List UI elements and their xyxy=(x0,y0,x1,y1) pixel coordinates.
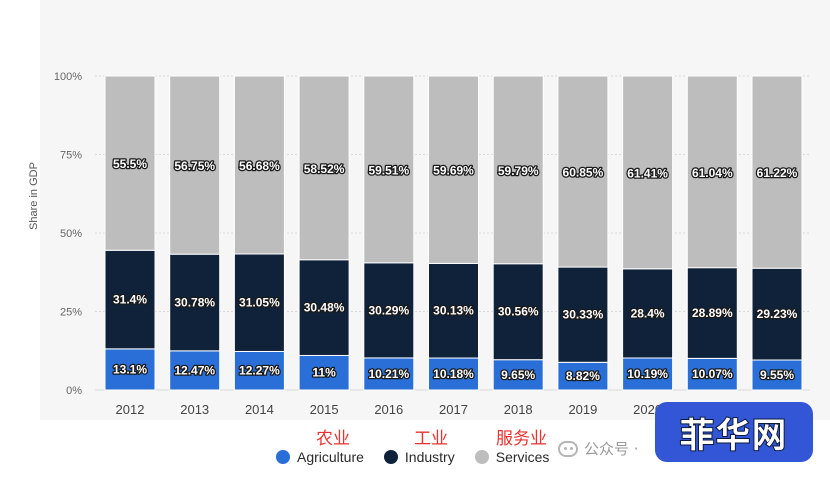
bar-segment-services[interactable] xyxy=(363,75,415,264)
data-label-industry: 28.4% xyxy=(631,306,665,320)
data-label-industry: 30.78% xyxy=(174,296,215,310)
data-label-industry: 29.23% xyxy=(757,307,798,321)
data-label-services: 55.5% xyxy=(113,157,147,171)
y-tick-label: 50% xyxy=(60,228,82,240)
legend-item-industry[interactable]: Industry xyxy=(383,449,455,465)
wechat-watermark: 公众号 · xyxy=(558,438,639,459)
data-label-agriculture: 12.27% xyxy=(239,364,280,378)
bar-segment-services[interactable] xyxy=(428,75,479,264)
bar-segment-services[interactable] xyxy=(298,75,350,261)
brand-name: 菲华网 xyxy=(679,415,788,457)
bar-segment-agriculture[interactable] xyxy=(298,354,350,391)
data-label-industry: 30.33% xyxy=(563,308,604,322)
data-label-industry: 28.89% xyxy=(692,306,733,320)
y-axis-label: Share in GDP xyxy=(28,162,40,230)
data-label-agriculture: 10.19% xyxy=(627,367,668,381)
bar-segment-industry[interactable] xyxy=(233,253,285,352)
x-tick-label: 2014 xyxy=(245,402,274,417)
data-label-services: 59.69% xyxy=(433,164,474,178)
data-label-agriculture: 8.82% xyxy=(566,369,600,383)
data-label-services: 59.79% xyxy=(498,164,539,178)
bar-segment-agriculture[interactable] xyxy=(492,359,544,391)
data-label-agriculture: 13.1% xyxy=(113,362,147,376)
y-axis-tick-labels: 0% 25% 50% 75% 100% xyxy=(54,71,82,397)
bar-segment-industry[interactable] xyxy=(104,249,156,350)
bar-segment-services[interactable] xyxy=(169,75,221,255)
legend-item-agriculture[interactable]: Agriculture xyxy=(276,449,364,465)
industry-dot-icon xyxy=(383,450,398,464)
watermark-account: 公众号 · xyxy=(584,440,639,458)
bar-segment-services[interactable] xyxy=(233,75,285,255)
legend-item-services[interactable]: Services xyxy=(474,449,550,465)
data-label-agriculture: 10.18% xyxy=(433,367,474,381)
x-tick-label: 2016 xyxy=(374,402,403,417)
data-label-industry: 30.13% xyxy=(433,304,474,318)
data-label-agriculture: 10.07% xyxy=(692,367,733,381)
bar-segment-services[interactable] xyxy=(104,75,156,251)
industry-cn-label: 工业 xyxy=(414,429,448,449)
bar-segment-industry[interactable] xyxy=(298,259,350,356)
bar-segment-industry[interactable] xyxy=(363,262,415,359)
bar-segment-industry[interactable] xyxy=(428,262,479,359)
agriculture-cn-label: 农业 xyxy=(316,429,350,449)
wechat-icon xyxy=(558,440,578,457)
bar-segment-agriculture[interactable] xyxy=(686,357,738,391)
bar-segment-agriculture[interactable] xyxy=(428,357,479,391)
bar-segment-industry[interactable] xyxy=(492,263,544,361)
bar-segment-services[interactable] xyxy=(492,75,544,265)
data-label-industry: 31.4% xyxy=(113,293,147,307)
data-label-services: 58.52% xyxy=(304,162,345,176)
x-tick-label: 2020 xyxy=(633,402,662,417)
x-tick-label: 2015 xyxy=(310,402,339,417)
bar-segment-industry[interactable] xyxy=(686,267,738,359)
bar-segment-agriculture[interactable] xyxy=(622,357,674,391)
data-label-services: 60.85% xyxy=(563,166,604,180)
data-label-industry: 31.05% xyxy=(239,296,280,310)
legend-label-agriculture: Agriculture xyxy=(297,449,364,465)
data-label-agriculture: 12.47% xyxy=(174,363,215,377)
agriculture-dot-icon xyxy=(276,450,290,464)
bar-segment-services[interactable] xyxy=(751,75,803,269)
y-tick-label: 0% xyxy=(66,385,82,397)
data-label-agriculture: 11% xyxy=(312,366,336,380)
data-label-agriculture: 9.55% xyxy=(760,368,794,382)
bar-segment-services[interactable] xyxy=(557,75,609,268)
data-label-agriculture: 10.21% xyxy=(368,367,409,381)
data-label-industry: 30.29% xyxy=(368,303,409,317)
bars-group: 13.1% 31.4% 55.5% 12.47% 30.78% 56.75% 12.27% 3… xyxy=(104,75,803,391)
services-dot-icon xyxy=(474,450,489,464)
data-label-services: 56.68% xyxy=(239,159,280,173)
legend-label-industry: Industry xyxy=(404,449,455,465)
data-label-services: 61.04% xyxy=(692,166,733,180)
data-label-industry: 30.48% xyxy=(304,301,345,315)
bar-segment-services[interactable] xyxy=(686,75,738,269)
bar-segment-industry[interactable] xyxy=(169,253,221,352)
bar-segment-industry[interactable] xyxy=(622,268,674,359)
x-tick-label: 2017 xyxy=(439,402,468,417)
x-tick-label: 2019 xyxy=(568,402,597,417)
data-label-industry: 30.56% xyxy=(498,305,539,319)
x-tick-label: 2012 xyxy=(116,402,145,417)
legend-label-services: Services xyxy=(495,449,550,465)
y-tick-label: 25% xyxy=(60,307,82,319)
x-tick-label: 2018 xyxy=(504,402,533,417)
data-label-agriculture: 9.65% xyxy=(501,368,535,382)
y-tick-label: 100% xyxy=(54,71,82,83)
services-cn-label: 服务业 xyxy=(496,429,547,449)
y-tick-label: 75% xyxy=(60,150,82,162)
data-label-services: 59.51% xyxy=(368,163,409,177)
chart-legend: Agriculture Industry Services xyxy=(276,449,549,465)
brand-logo: 菲华网 xyxy=(655,402,813,462)
x-tick-label: 2013 xyxy=(180,402,209,417)
data-label-services: 61.22% xyxy=(757,166,798,180)
bar-segment-agriculture[interactable] xyxy=(104,348,156,391)
bar-segment-services[interactable] xyxy=(622,75,674,270)
data-label-services: 61.41% xyxy=(627,166,668,180)
bar-segment-agriculture[interactable] xyxy=(363,357,415,391)
data-label-services: 56.75% xyxy=(174,159,215,173)
